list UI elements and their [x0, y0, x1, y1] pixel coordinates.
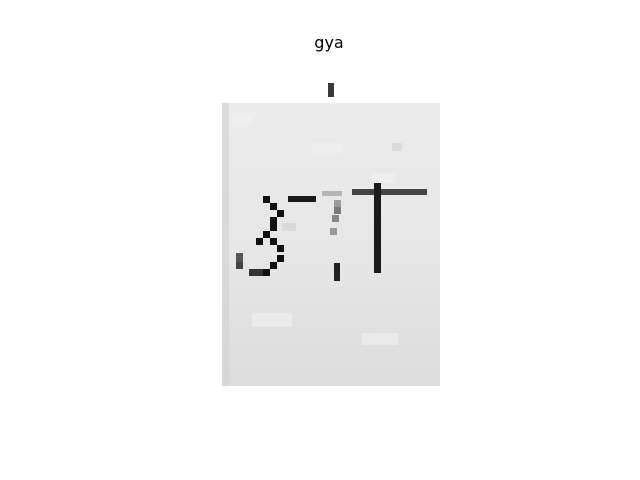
- tick-mark: [328, 83, 334, 97]
- figure-title: gya: [314, 33, 344, 52]
- faint-middle-stroke: [322, 191, 342, 281]
- glyph-pixel-art: [222, 103, 427, 386]
- digit-3-strokes: [236, 196, 284, 276]
- handwritten-glyph-image: [222, 103, 440, 386]
- t-shaped-stroke: [352, 183, 427, 273]
